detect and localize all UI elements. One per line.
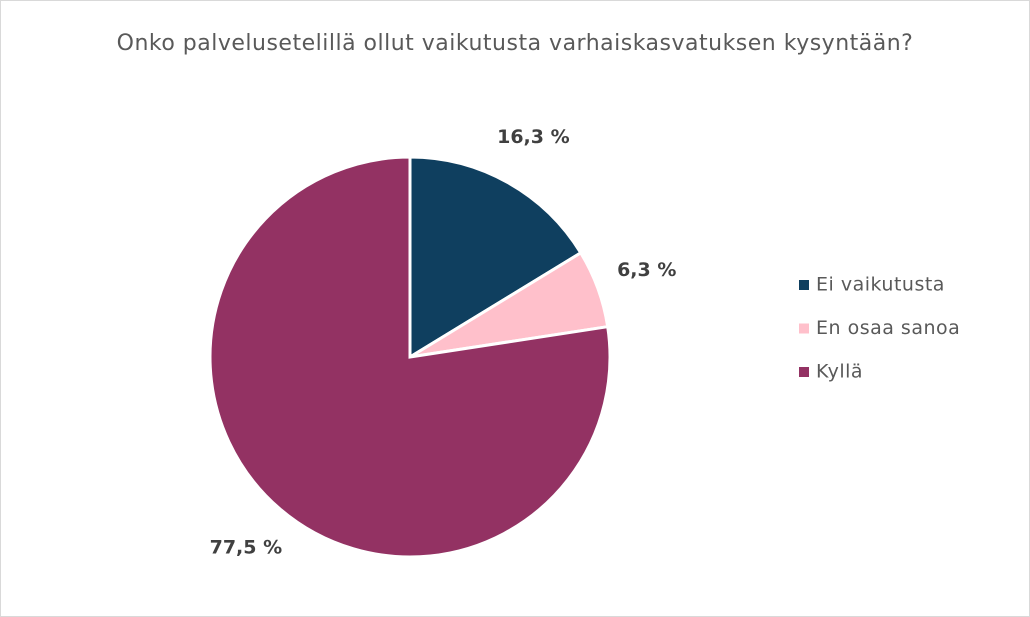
data-label: 6,3 % <box>617 259 676 281</box>
pie-slice <box>408 155 583 360</box>
legend-swatch <box>799 280 809 290</box>
legend-swatch <box>799 323 809 334</box>
legend-label: Kyllä <box>816 361 863 383</box>
legend-label: Ei vaikutusta <box>816 274 945 296</box>
chart-title: Onko palvelusetelillä ollut vaikutusta v… <box>116 31 914 56</box>
legend-label: En osaa sanoa <box>816 317 960 339</box>
pie-slice <box>208 155 612 559</box>
data-label: 77,5 % <box>210 537 283 559</box>
data-label: 16,3 % <box>497 126 570 148</box>
legend-swatch <box>799 367 809 377</box>
